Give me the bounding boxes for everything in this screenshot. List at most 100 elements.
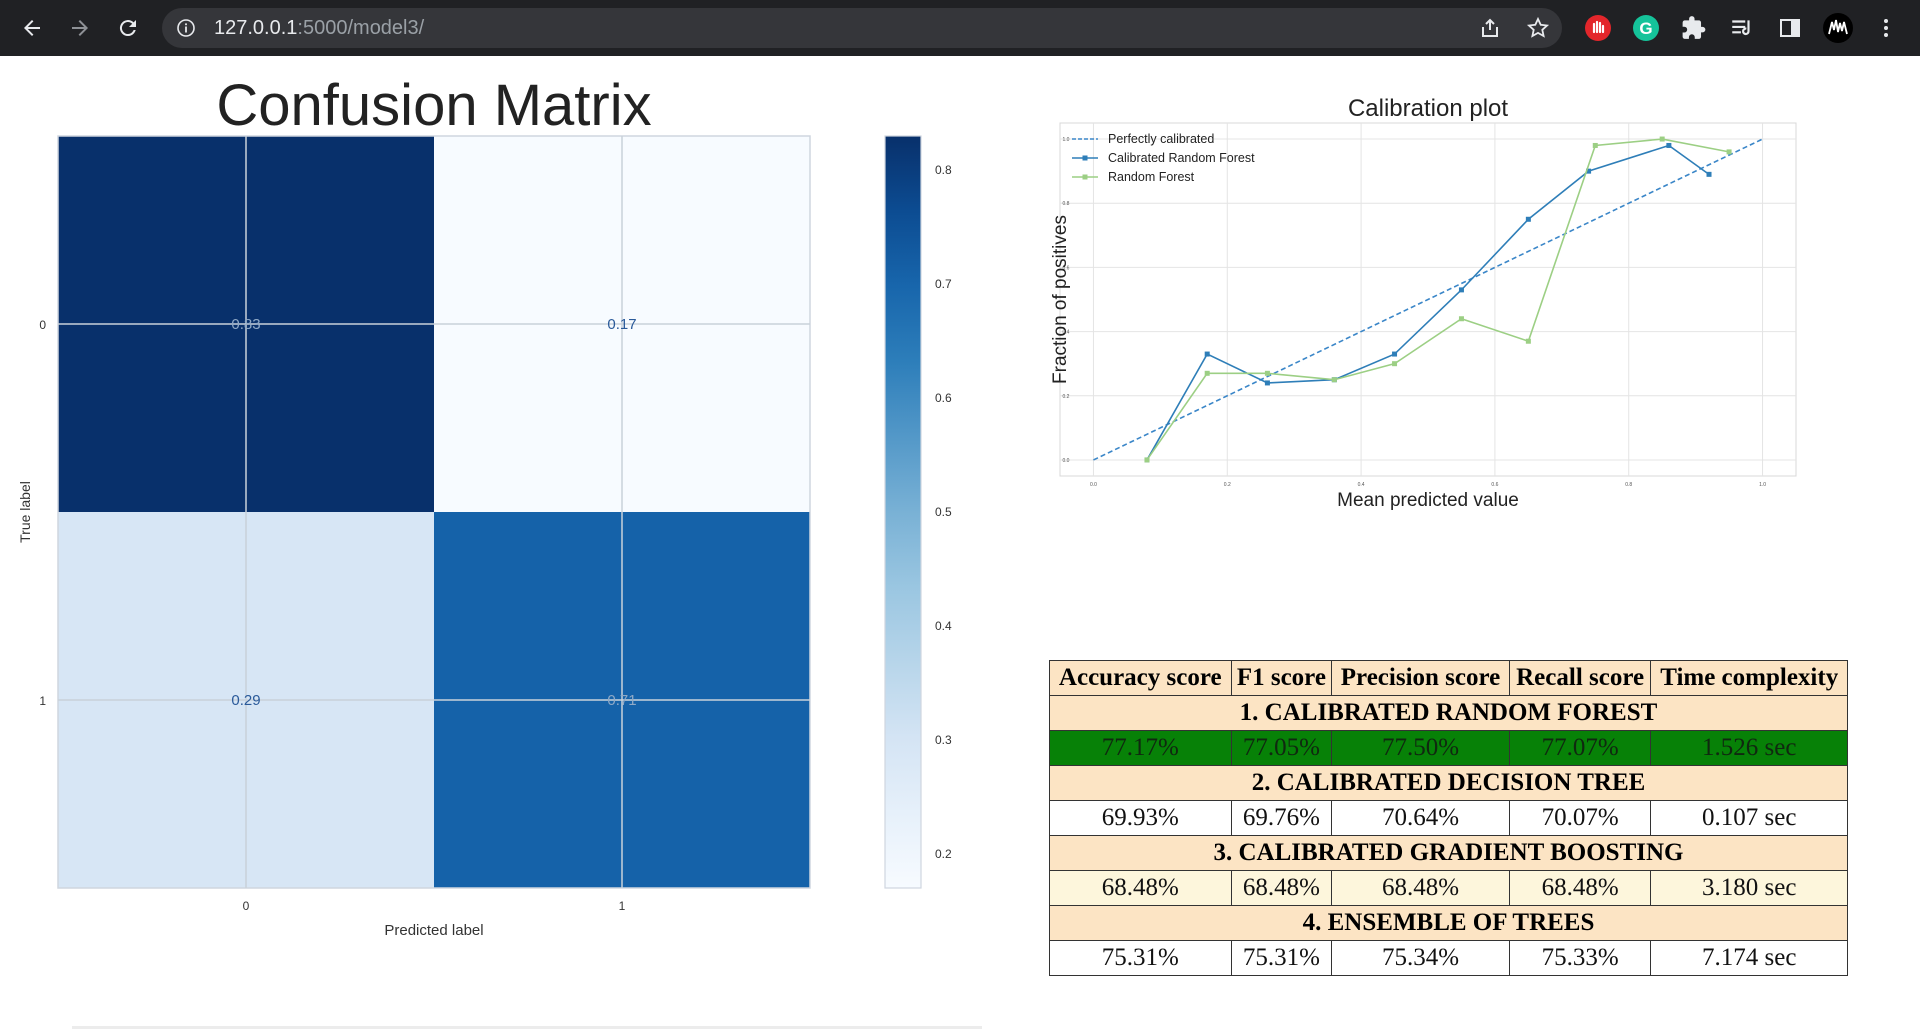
confusion-matrix-chart: 0.83 0.17 0.29 0.71 0 1 0 1 Predicted label True … xyxy=(17,135,952,939)
heatmap-frame xyxy=(57,135,811,889)
calibration-title: Calibration plot xyxy=(1348,95,1508,122)
time-value: 7.174 sec xyxy=(1650,940,1848,976)
colorbar-tick-label: 0.7 xyxy=(935,277,952,291)
model-section-row: 2. CALIBRATED DECISION TREE xyxy=(1049,765,1848,801)
colorbar-tick-label: 0.8 xyxy=(935,163,952,177)
y-axis-label: True label xyxy=(17,481,33,543)
data-point xyxy=(1264,370,1270,376)
forward-arrow-icon[interactable] xyxy=(60,8,100,48)
data-point xyxy=(1666,142,1672,148)
colorbar-tick-label: 0.5 xyxy=(935,505,952,519)
legend-label: Calibrated Random Forest xyxy=(1108,151,1255,165)
y-tick-label: 1 xyxy=(39,694,46,708)
data-point xyxy=(1458,287,1464,293)
precision-value: 77.50% xyxy=(1331,730,1510,766)
colorbar-tick-label: 0.2 xyxy=(935,847,952,861)
accuracy-value: 75.31% xyxy=(1049,940,1232,976)
calibration-plot-chart: Calibration plot 0.0 0.2 0.4 0.6 0.8 1.0 0.0 0.2… xyxy=(1050,95,1797,511)
metrics-header-row: Accuracy score F1 score Precision score … xyxy=(1049,660,1848,696)
reload-icon[interactable] xyxy=(108,8,148,48)
legend-marker xyxy=(1082,174,1088,180)
x-tick-label: 1 xyxy=(619,899,626,913)
x-axis-label: Mean predicted value xyxy=(1337,490,1519,511)
x-tick-label: 0.0 xyxy=(1090,482,1097,488)
metrics-table: Accuracy score F1 score Precision score … xyxy=(1049,660,1848,976)
series-line-1 xyxy=(1093,138,1763,461)
reading-list-icon[interactable] xyxy=(1726,12,1758,44)
data-point xyxy=(1525,338,1531,344)
grammarly-extension-icon[interactable]: G xyxy=(1630,12,1662,44)
series-line-3 xyxy=(1146,138,1730,461)
star-icon[interactable] xyxy=(1522,12,1554,44)
data-point xyxy=(1659,136,1665,142)
colorbar-tick-label: 0.6 xyxy=(935,391,952,405)
data-point xyxy=(1204,370,1210,376)
cell-value: 0.17 xyxy=(607,316,636,333)
back-arrow-icon[interactable] xyxy=(12,8,52,48)
browser-toolbar: 127.0.0.1:5000/model3/ G xyxy=(0,0,1920,56)
share-icon[interactable] xyxy=(1474,12,1506,44)
header-accuracy: Accuracy score xyxy=(1049,660,1232,696)
cell-value: 0.29 xyxy=(231,692,260,709)
model-section-row: 3. CALIBRATED GRADIENT BOOSTING xyxy=(1049,835,1848,871)
precision-value: 70.64% xyxy=(1331,800,1510,836)
url-path: :5000/model3/ xyxy=(297,17,425,39)
data-point xyxy=(1726,149,1732,155)
y-tick-label: 0 xyxy=(39,318,46,332)
side-panel-icon[interactable] xyxy=(1774,12,1806,44)
y-tick-label: 0.2 xyxy=(1063,394,1070,400)
accuracy-value: 77.17% xyxy=(1049,730,1232,766)
model-values-row: 68.48% 68.48% 68.48% 68.48% 3.180 sec xyxy=(1049,870,1848,906)
legend-label: Perfectly calibrated xyxy=(1108,132,1214,146)
time-value: 0.107 sec xyxy=(1650,800,1848,836)
recall-value: 77.07% xyxy=(1508,730,1652,766)
x-tick-label: 0.4 xyxy=(1358,482,1365,488)
y-tick-label: 0.4 xyxy=(1063,330,1070,336)
f1-value: 75.31% xyxy=(1230,940,1333,976)
more-vert-icon[interactable] xyxy=(1870,12,1902,44)
data-point xyxy=(1331,377,1337,383)
address-bar[interactable]: 127.0.0.1:5000/model3/ xyxy=(162,8,1562,48)
model-title: 3. CALIBRATED GRADIENT BOOSTING xyxy=(1049,835,1848,871)
stop-hand-extension-icon[interactable] xyxy=(1582,12,1614,44)
model-title: 4. ENSEMBLE OF TREES xyxy=(1049,905,1848,941)
cell-value: 0.71 xyxy=(607,692,636,709)
page-bottom-rule xyxy=(72,1026,982,1029)
model-section-row: 1. CALIBRATED RANDOM FOREST xyxy=(1049,695,1848,731)
colorbar xyxy=(884,135,922,889)
data-point xyxy=(1204,351,1210,357)
model-title: 2. CALIBRATED DECISION TREE xyxy=(1049,765,1848,801)
profile-avatar-icon[interactable] xyxy=(1822,12,1854,44)
model-title: 1. CALIBRATED RANDOM FOREST xyxy=(1049,695,1848,731)
legend-label: Random Forest xyxy=(1108,170,1195,184)
series-line-2 xyxy=(1146,144,1710,461)
url-text[interactable]: 127.0.0.1:5000/model3/ xyxy=(214,17,424,40)
header-precision: Precision score xyxy=(1331,660,1510,696)
y-tick-label: 1.0 xyxy=(1063,137,1070,143)
colorbar-tick-label: 0.3 xyxy=(935,733,952,747)
x-tick-label: 0 xyxy=(243,899,250,913)
data-point xyxy=(1264,380,1270,386)
accuracy-value: 69.93% xyxy=(1049,800,1232,836)
cell-value: 0.83 xyxy=(231,316,260,333)
puzzle-extensions-icon[interactable] xyxy=(1678,12,1710,44)
data-point xyxy=(1706,171,1712,177)
url-host: 127.0.0.1 xyxy=(214,17,298,39)
site-info-icon[interactable] xyxy=(176,18,196,38)
header-time: Time complexity xyxy=(1650,660,1848,696)
accuracy-value: 68.48% xyxy=(1049,870,1232,906)
data-point xyxy=(1592,142,1598,148)
data-point xyxy=(1458,316,1464,322)
model-values-row: 75.31% 75.31% 75.34% 75.33% 7.174 sec xyxy=(1049,940,1848,976)
recall-value: 75.33% xyxy=(1508,940,1652,976)
time-value: 1.526 sec xyxy=(1650,730,1848,766)
y-tick-label: 0.6 xyxy=(1063,265,1070,271)
header-recall: Recall score xyxy=(1508,660,1652,696)
data-point xyxy=(1392,361,1398,367)
model-values-row: 77.17% 77.05% 77.50% 77.07% 1.526 sec xyxy=(1049,730,1848,766)
data-point xyxy=(1586,168,1592,174)
f1-value: 68.48% xyxy=(1230,870,1333,906)
x-tick-label: 0.8 xyxy=(1625,482,1632,488)
data-point xyxy=(1144,457,1150,463)
f1-value: 69.76% xyxy=(1230,800,1333,836)
